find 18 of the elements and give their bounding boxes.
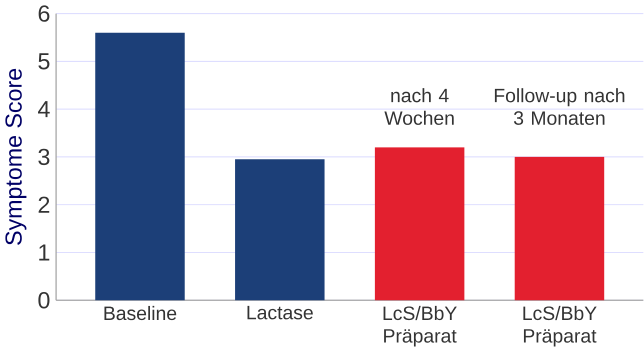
- y-tick-label: 6: [38, 5, 50, 22]
- y-tick-label: 2: [38, 196, 50, 213]
- bar: [514, 156, 604, 300]
- x-tick-label: Lactase: [248, 306, 313, 320]
- x-tick-label: Baseline: [104, 306, 176, 320]
- x-tick-label: LcS/BbY Präparat: [384, 306, 457, 347]
- y-tick-label: 4: [38, 101, 50, 118]
- bar: [95, 32, 185, 300]
- bar: [374, 147, 464, 300]
- annotation: nach 4 Wochen: [384, 88, 454, 125]
- y-tick-label: 5: [38, 53, 50, 70]
- annotation: Follow-up nach 3 Monaten: [494, 88, 624, 125]
- y-axis-title: Symptome Score: [5, 68, 26, 245]
- x-tick-label: LcS/BbY Präparat: [523, 306, 597, 347]
- y-tick-label: 1: [39, 244, 50, 260]
- y-tick-label: 3: [38, 148, 50, 166]
- bar: [235, 159, 325, 300]
- y-tick-label: 0: [38, 292, 50, 308]
